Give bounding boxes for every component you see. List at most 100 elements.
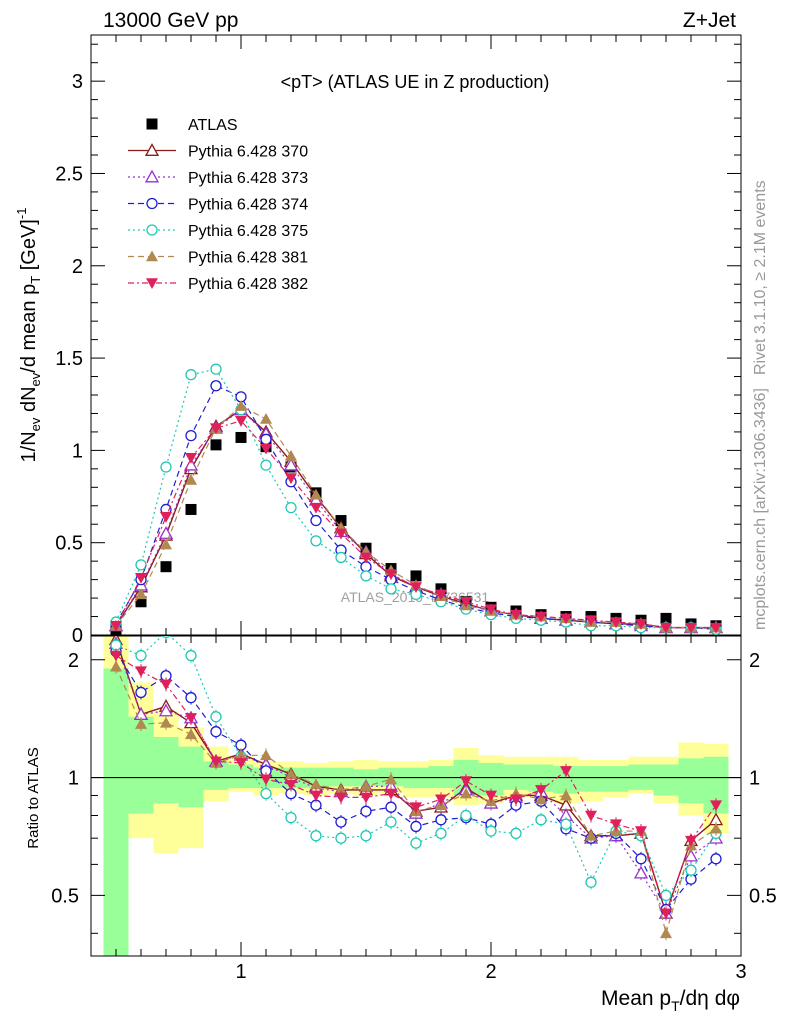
top-point-p382 (585, 615, 597, 627)
band-green (653, 764, 679, 796)
ratio-point-p375 (185, 649, 197, 662)
ratio-point-p381 (585, 829, 597, 841)
ratio-point-p374 (435, 814, 447, 826)
band-green (578, 766, 604, 792)
top-point-p381 (235, 400, 247, 411)
top-point-p375 (335, 551, 347, 564)
bottom-ytick-label: 0.5 (51, 885, 79, 907)
chart-title: <pT> (ATLAS UE in Z production) (281, 72, 550, 92)
top-point-p375 (385, 583, 397, 595)
ratio-point-p382 (285, 779, 297, 791)
top-ytick-label: 1.5 (55, 348, 83, 370)
ratio-point-p375 (210, 711, 222, 723)
top-point-p382 (710, 622, 722, 634)
bottom-series (108, 636, 724, 941)
legend-label-p374: Pythia 6.428 374 (188, 197, 308, 214)
top-point-p381 (310, 488, 322, 500)
ratio-point-p373 (633, 865, 649, 879)
header-right: Z+Jet (683, 9, 736, 32)
bottom-ytick-label-right: 1 (749, 768, 760, 790)
ratio-point-p381 (285, 768, 297, 780)
top-point-p382 (260, 443, 272, 455)
ratio-point-p382 (210, 756, 222, 768)
top-point-ATLAS (410, 570, 422, 582)
band-green (603, 766, 629, 792)
top-point-p382 (210, 423, 222, 435)
top-point-p382 (635, 619, 647, 630)
top-ytick-label: 2 (72, 256, 83, 278)
top-point-p375 (185, 369, 197, 381)
ratio-point-p374 (385, 801, 397, 813)
ratio-point-p382 (360, 792, 372, 804)
ratio-point-p382 (460, 776, 472, 787)
ratio-point-p381 (335, 783, 347, 795)
ratio-point-p382 (660, 908, 672, 920)
bottom-ytick-label: 2 (68, 650, 79, 672)
top-point-ATLAS (135, 596, 147, 608)
ratio-point-p382 (110, 650, 122, 662)
ratio-point-p374 (410, 820, 422, 833)
ratio-point-p374 (335, 816, 347, 828)
ratio-point-p375 (410, 837, 422, 849)
bottom-panel-axes: 0.5 0.5 1 1 2 2 1 2 3 (51, 635, 777, 983)
legend: ATLAS Pythia 6.428 370 Pythia 6.428 373 Pyt… (128, 117, 308, 293)
top-point-ATLAS (210, 439, 222, 451)
ratio-point-p381 (560, 789, 572, 801)
ratio-point-p382 (310, 790, 322, 802)
ratio-point-p381 (535, 793, 547, 805)
ratio-point-p375 (460, 809, 472, 822)
ratio-point-p375 (660, 889, 672, 902)
top-point-ATLAS (660, 612, 672, 624)
top-point-p382 (235, 416, 247, 427)
ratio-point-p375 (161, 636, 171, 638)
top-point-p375 (210, 363, 222, 375)
ratio-point-p374 (360, 805, 372, 817)
xtick-label: 2 (485, 961, 496, 983)
ratio-point-p374 (185, 692, 197, 704)
bottom-ytick-label-right: 0.5 (749, 885, 777, 907)
band-green (178, 746, 204, 808)
top-point-ATLAS (185, 503, 197, 515)
bottom-ylabel: Ratio to ATLAS (25, 747, 42, 848)
top-point-ATLAS (160, 561, 172, 573)
ratio-point-p375 (535, 814, 547, 826)
ratio-point-p382 (335, 792, 347, 804)
band-green (678, 758, 704, 804)
ratio-point-p382 (610, 819, 622, 831)
band-green (128, 716, 154, 814)
bottom-xlabel: Mean pT/dη dφ (601, 987, 740, 1014)
top-point-p381 (160, 538, 172, 550)
ratio-point-p382 (710, 800, 722, 812)
top-point-p374 (185, 429, 197, 442)
top-ytick-label: 3 (72, 71, 83, 93)
top-point-p375 (135, 559, 147, 571)
top-point-p382 (160, 512, 172, 523)
ratio-point-p381 (185, 728, 197, 740)
top-point-p382 (685, 622, 697, 634)
header-left: 13000 GeV pp (103, 9, 238, 32)
ratio-point-p382 (135, 666, 147, 678)
top-point-p373 (158, 526, 174, 539)
top-point-p382 (485, 604, 497, 616)
ratio-point-p375 (560, 818, 572, 830)
ratio-point-p382 (510, 794, 522, 806)
mcplots-label: mcplots.cern.ch [arXiv:1306.3436] (752, 388, 769, 630)
ratio-point-p382 (185, 713, 197, 724)
top-point-p375 (310, 535, 322, 547)
top-point-p382 (660, 622, 672, 634)
ratio-point-p374 (210, 726, 222, 738)
top-point-p375 (360, 570, 372, 582)
top-point-p382 (560, 613, 572, 625)
ratio-point-p382 (160, 679, 172, 691)
ratio-point-p382 (685, 835, 697, 847)
legend-label-ATLAS: ATLAS (188, 117, 238, 134)
top-point-p382 (360, 552, 372, 564)
ratio-point-p381 (235, 749, 247, 761)
ratio-point-p375 (310, 830, 322, 842)
top-point-ATLAS (235, 431, 247, 443)
top-point-p382 (310, 502, 322, 514)
top-ylabel: 1/Nev dNev/d mean pT [GeV]-1 (14, 208, 43, 463)
ratio-point-p381 (135, 718, 147, 729)
xtick-label: 1 (235, 961, 246, 983)
